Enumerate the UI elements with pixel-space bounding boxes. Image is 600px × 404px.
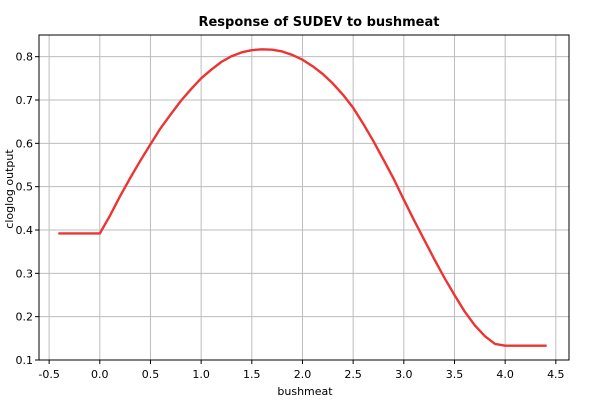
x-tick-label: 2.0 — [294, 368, 312, 381]
y-tick-label: 0.4 — [16, 224, 34, 237]
y-tick-label: 0.8 — [16, 51, 34, 64]
x-axis-ticks: -0.5 0.0 0.5 1.0 1.5 2.0 2.5 3.0 3.5 4.0 4.5 — [38, 360, 565, 381]
y-tick-label: 0.5 — [16, 181, 34, 194]
y-tick-label: 0.7 — [16, 94, 34, 107]
y-tick-label: 0.1 — [16, 354, 34, 367]
y-tick-label: 0.2 — [16, 311, 34, 324]
x-tick-label: 4.0 — [496, 368, 514, 381]
x-tick-label: 1.5 — [243, 368, 261, 381]
y-axis-label: cloglog output — [3, 149, 16, 229]
x-tick-label: 0.0 — [91, 368, 109, 381]
x-tick-label: 0.5 — [142, 368, 160, 381]
y-tick-label: 0.6 — [16, 137, 34, 150]
series-layer — [58, 48, 547, 347]
chart-title: Response of SUDEV to bushmeat — [198, 15, 439, 30]
x-tick-label: 1.0 — [192, 368, 210, 381]
axes — [38, 34, 570, 361]
y-tick-label: 0.3 — [16, 267, 34, 280]
plot-frame — [38, 34, 570, 361]
x-axis-label: bushmeat — [277, 385, 333, 398]
response-curve-line — [58, 48, 547, 347]
y-axis-ticks: 0.1 0.2 0.3 0.4 0.5 0.6 0.7 0.8 — [16, 51, 39, 367]
x-tick-label: 3.5 — [446, 368, 464, 381]
x-tick-label: 2.5 — [344, 368, 362, 381]
x-tick-label: 4.5 — [547, 368, 565, 381]
x-tick-label: -0.5 — [38, 368, 59, 381]
x-tick-label: 3.0 — [395, 368, 413, 381]
